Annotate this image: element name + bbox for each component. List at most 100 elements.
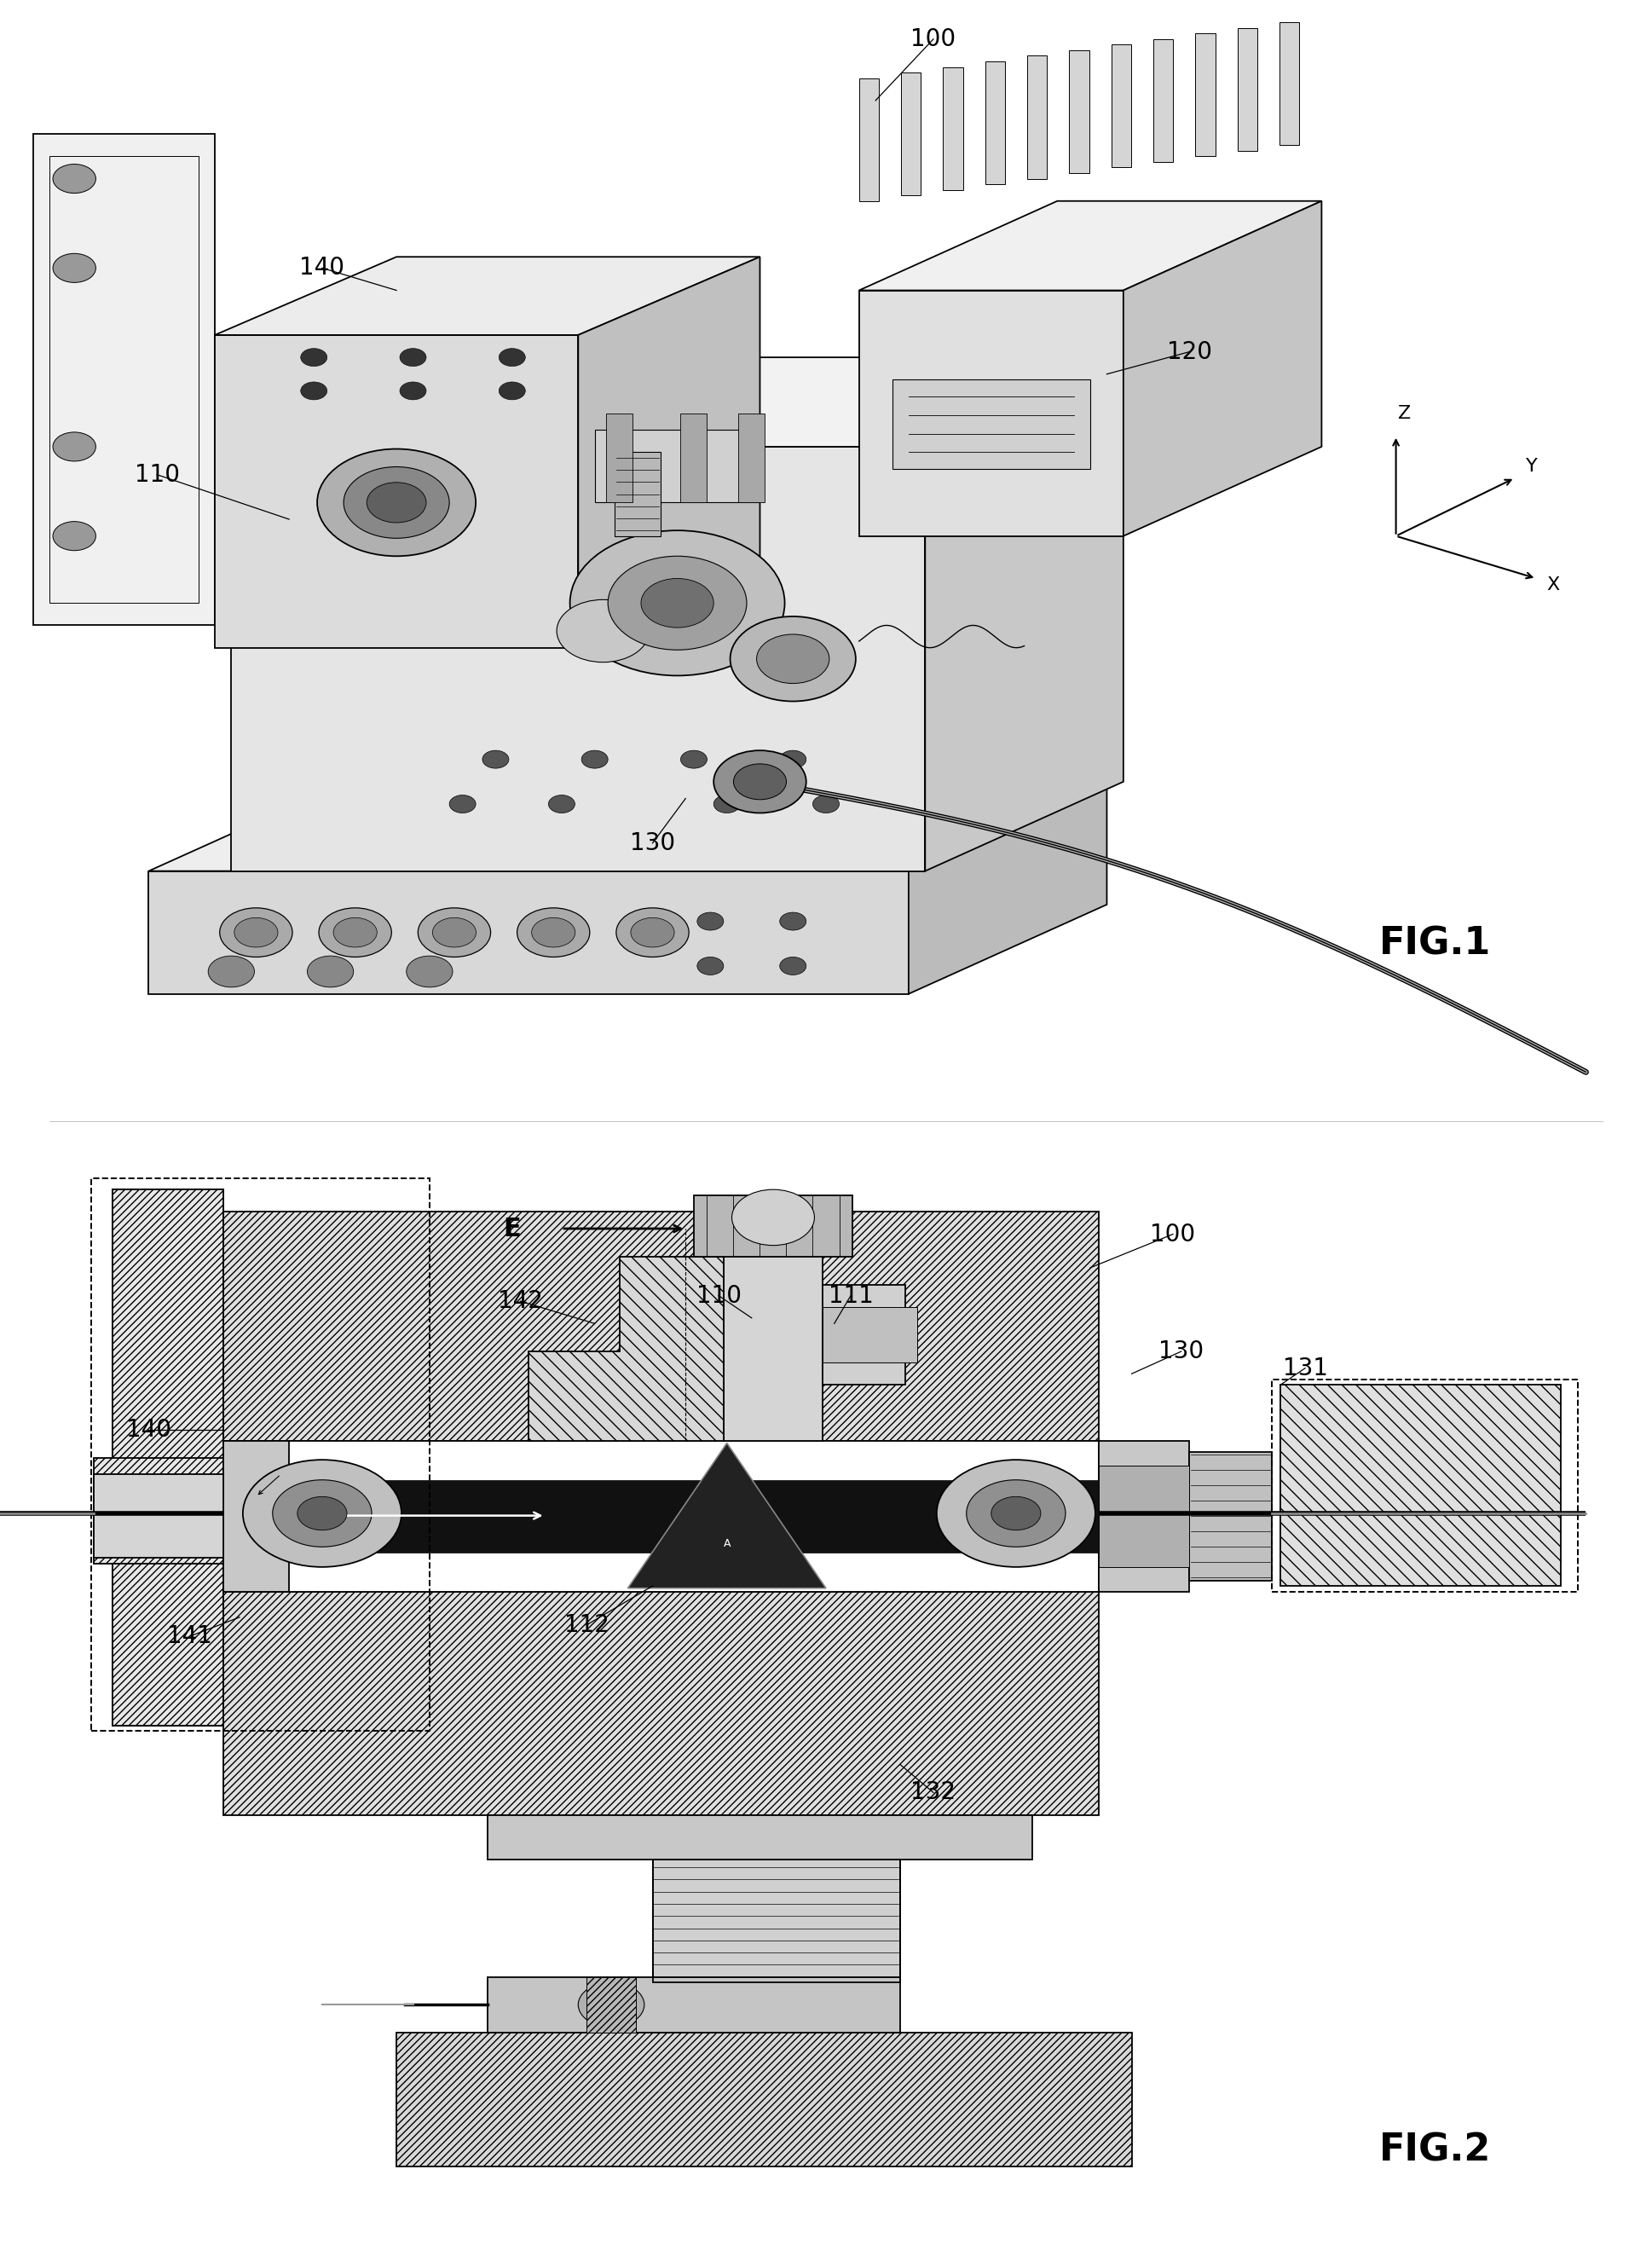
Circle shape [319, 907, 392, 957]
Polygon shape [1099, 1466, 1189, 1568]
Text: 100: 100 [910, 27, 957, 52]
Polygon shape [223, 1590, 1099, 1814]
Polygon shape [628, 1444, 826, 1588]
Circle shape [548, 794, 575, 812]
Polygon shape [215, 334, 578, 647]
Text: 140: 140 [299, 257, 345, 280]
Text: 120: 120 [1166, 341, 1213, 363]
Polygon shape [223, 1211, 1099, 1442]
Polygon shape [231, 356, 1123, 447]
Circle shape [697, 911, 724, 929]
Polygon shape [94, 1475, 223, 1559]
Polygon shape [859, 201, 1322, 291]
Circle shape [733, 765, 786, 799]
Circle shape [578, 1983, 644, 2028]
Circle shape [697, 957, 724, 975]
Polygon shape [487, 1976, 900, 2033]
Polygon shape [215, 257, 760, 334]
Circle shape [616, 907, 689, 957]
Circle shape [732, 1189, 814, 1245]
Polygon shape [1237, 27, 1257, 151]
Circle shape [208, 957, 254, 988]
Circle shape [400, 381, 426, 399]
Bar [694, 1196, 852, 1257]
Circle shape [757, 634, 829, 684]
Polygon shape [396, 2033, 1132, 2166]
Polygon shape [859, 291, 1123, 537]
Polygon shape [1099, 1442, 1189, 1590]
Polygon shape [1028, 56, 1047, 178]
Circle shape [557, 600, 649, 663]
Polygon shape [33, 133, 215, 625]
Polygon shape [1153, 38, 1173, 162]
Circle shape [53, 253, 96, 282]
Circle shape [235, 918, 278, 948]
Circle shape [681, 751, 707, 769]
Polygon shape [925, 356, 1123, 871]
Circle shape [53, 521, 96, 550]
Polygon shape [823, 1306, 917, 1363]
Text: Z: Z [1398, 406, 1411, 422]
Circle shape [344, 467, 449, 539]
Circle shape [780, 957, 806, 975]
Polygon shape [943, 68, 963, 190]
Text: FIG.1: FIG.1 [1379, 925, 1492, 961]
Circle shape [482, 751, 509, 769]
Text: 132: 132 [910, 1780, 957, 1805]
Circle shape [220, 907, 292, 957]
Circle shape [418, 907, 491, 957]
Text: Y: Y [1525, 458, 1538, 474]
Text: E: E [504, 1216, 520, 1241]
Circle shape [631, 918, 674, 948]
Polygon shape [149, 781, 1107, 871]
Circle shape [317, 449, 476, 557]
Bar [738, 413, 765, 503]
Text: 140: 140 [126, 1417, 172, 1442]
Circle shape [608, 557, 747, 650]
Bar [586, 1976, 636, 2033]
Circle shape [307, 957, 354, 988]
Polygon shape [909, 781, 1107, 995]
Circle shape [53, 433, 96, 460]
Circle shape [449, 794, 476, 812]
Circle shape [517, 907, 590, 957]
Circle shape [243, 1460, 401, 1568]
Polygon shape [724, 1200, 823, 1442]
Text: 111: 111 [828, 1284, 874, 1308]
Polygon shape [823, 1284, 905, 1385]
Circle shape [301, 347, 327, 365]
Bar [606, 413, 633, 503]
Bar [50, 156, 198, 602]
Text: 110: 110 [134, 462, 180, 487]
Circle shape [433, 918, 476, 948]
Circle shape [730, 616, 856, 702]
Bar [1272, 1378, 1578, 1590]
Bar [892, 379, 1090, 469]
Polygon shape [653, 1859, 900, 1983]
Text: 142: 142 [497, 1288, 544, 1313]
Circle shape [813, 794, 839, 812]
Polygon shape [859, 79, 879, 201]
Polygon shape [112, 1189, 223, 1726]
Polygon shape [578, 257, 760, 647]
Circle shape [714, 794, 740, 812]
Polygon shape [223, 1442, 1099, 1590]
Bar [615, 451, 661, 537]
Polygon shape [487, 1814, 1032, 1859]
Polygon shape [1189, 1453, 1272, 1581]
Polygon shape [900, 72, 920, 196]
Text: 100: 100 [1150, 1223, 1196, 1245]
Circle shape [641, 578, 714, 627]
Text: 110: 110 [695, 1284, 742, 1308]
Text: A: A [724, 1539, 730, 1550]
Bar [91, 1178, 430, 1730]
Text: X: X [1546, 575, 1559, 593]
Polygon shape [1069, 50, 1089, 174]
Polygon shape [223, 1480, 1099, 1552]
Text: 131: 131 [1282, 1356, 1328, 1381]
Circle shape [714, 751, 806, 812]
Circle shape [780, 751, 806, 769]
Polygon shape [1280, 1385, 1561, 1586]
Circle shape [334, 918, 377, 948]
Polygon shape [1280, 23, 1300, 144]
